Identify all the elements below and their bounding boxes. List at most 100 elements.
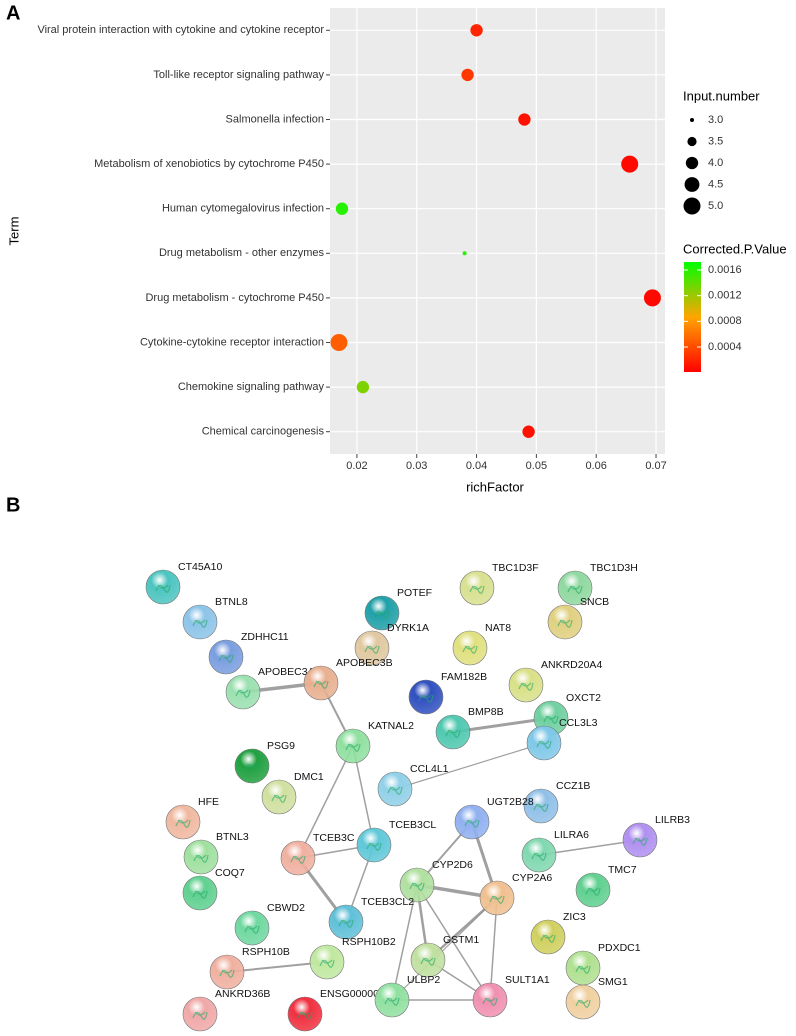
edge — [391, 884, 418, 1001]
edge — [297, 745, 354, 859]
legend-label: 0.0016 — [708, 264, 742, 276]
legend-label: 0.0008 — [708, 315, 742, 327]
node-structure — [445, 729, 461, 738]
node-label: TCEB3C — [313, 832, 355, 844]
node-label: ZDHHC11 — [241, 631, 289, 643]
node-label: TMC7 — [608, 864, 637, 876]
node-label: DYRK1A — [387, 622, 429, 634]
node-label: TBC1D3H — [590, 562, 638, 574]
plot-panel — [330, 8, 665, 454]
node-label: NAT8 — [485, 622, 511, 634]
legend-bubble — [685, 156, 699, 170]
node-label: ZIC3 — [563, 911, 586, 923]
node-label: ULBP2 — [407, 974, 440, 986]
node-label: DMC1 — [294, 771, 324, 783]
node-label: TCEB3CL2 — [361, 896, 414, 908]
node-label: BTNL8 — [215, 596, 248, 608]
y-axis-title: Term — [6, 217, 21, 246]
node-label: TCEB3CL — [389, 819, 436, 831]
node-structure — [244, 925, 260, 934]
node-structure — [235, 689, 251, 698]
x-tick-label: 0.07 — [645, 460, 666, 472]
node-label: CCL3L3 — [559, 717, 598, 729]
bubble — [470, 24, 483, 37]
x-tick-label: 0.02 — [346, 460, 367, 472]
node-structure — [462, 645, 478, 654]
x-axis-title: richFactor — [466, 479, 524, 494]
node-structure — [364, 645, 380, 654]
bubble — [621, 155, 639, 173]
node-structure — [531, 852, 547, 861]
node-label: HFE — [198, 796, 219, 808]
legend-label: 4.0 — [708, 157, 723, 169]
node-label: FAM182B — [441, 671, 487, 683]
node-structure — [387, 786, 403, 795]
y-tick-label: Drug metabolism - cytochrome P450 — [145, 292, 324, 304]
legend-label: 4.5 — [708, 178, 723, 190]
node-label: CCL4L1 — [410, 763, 449, 775]
node-label: SULT1A1 — [505, 974, 550, 986]
node-label: PDXDC1 — [598, 942, 641, 954]
node-label: LILRB3 — [655, 814, 690, 826]
y-tick-label: Chemical carcinogenesis — [202, 426, 325, 438]
legend-label: 3.5 — [708, 135, 723, 147]
grid — [326, 8, 665, 458]
node-structure — [567, 585, 583, 594]
node-structure — [313, 680, 329, 689]
legend-label: 3.0 — [708, 114, 723, 126]
y-tick-label: Cytokine-cytokine receptor interaction — [140, 336, 324, 348]
y-tick-label: Metabolism of xenobiotics by cytochrome … — [94, 158, 324, 170]
node-structure — [290, 855, 306, 864]
node-label: CBWD2 — [267, 902, 305, 914]
node-structure — [338, 919, 354, 928]
node-label: SMG1 — [598, 976, 628, 988]
legend-bubble — [687, 136, 697, 147]
node-structure — [420, 957, 436, 966]
node-label: CYP2A6 — [512, 872, 552, 884]
bubble — [522, 425, 535, 438]
bubble — [518, 113, 531, 126]
node-label: SNCB — [580, 596, 609, 608]
x-tick-label: 0.06 — [585, 460, 606, 472]
node-structure — [575, 965, 591, 974]
legend-bubble — [690, 118, 694, 122]
node-label: OXCT2 — [566, 692, 601, 704]
node-label: BTNL3 — [216, 831, 249, 843]
node-label: CT45A10 — [178, 561, 223, 573]
legend-label: 0.0004 — [708, 341, 742, 353]
edge — [416, 884, 491, 1001]
legend-bubble — [683, 197, 701, 215]
node-structure — [540, 934, 556, 943]
node-structure — [297, 1011, 313, 1020]
node-structure — [543, 715, 559, 724]
node-structure — [418, 694, 434, 703]
y-tick-label: Salmonella infection — [226, 113, 324, 125]
node-structure — [482, 997, 498, 1006]
node-structure — [533, 803, 549, 812]
marks — [330, 24, 661, 438]
legend-label: 5.0 — [708, 200, 723, 212]
y-tick-label: Viral protein interaction with cytokine … — [37, 24, 324, 36]
node-structure — [632, 837, 648, 846]
node-structure — [193, 854, 209, 863]
node-structure — [175, 819, 191, 828]
colorbar — [684, 262, 701, 372]
x-tick-label: 0.04 — [466, 460, 487, 472]
node-structure — [409, 882, 425, 891]
node-structure — [489, 895, 505, 904]
node-structure — [271, 794, 287, 803]
node-label: RSPH10B — [242, 946, 290, 958]
node-structure — [319, 959, 335, 968]
panel-label: A — [6, 2, 20, 24]
node-structure — [366, 842, 382, 851]
legend-bubble — [684, 177, 700, 192]
y-tick-label: Human cytomegalovirus infection — [162, 203, 324, 215]
node-structure — [469, 585, 485, 594]
node-structure — [585, 887, 601, 896]
legend-title: Corrected.P.Value — [683, 241, 787, 256]
node-label: BMP8B — [468, 706, 504, 718]
node-label: POTEF — [397, 587, 432, 599]
edge — [394, 742, 545, 790]
node-structure — [557, 619, 573, 628]
y-tick-label: Toll-like receptor signaling pathway — [153, 69, 324, 81]
